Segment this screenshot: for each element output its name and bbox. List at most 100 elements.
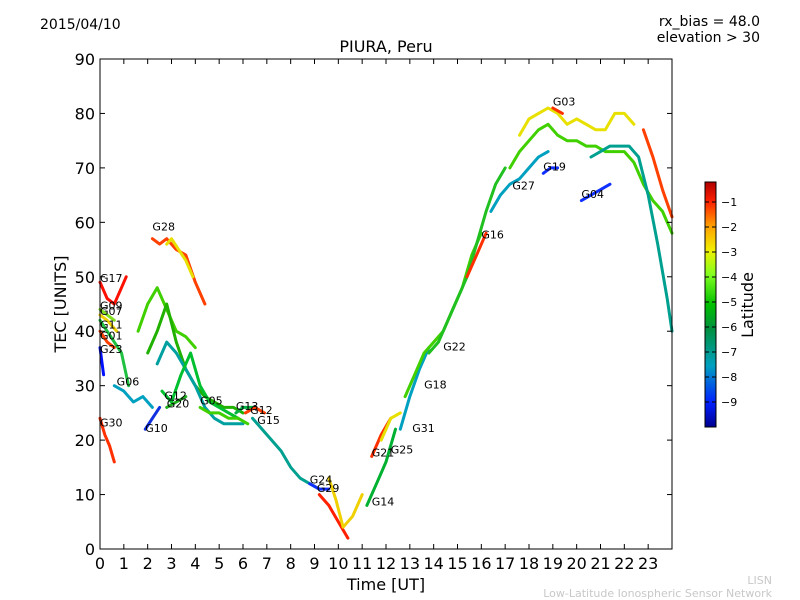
x-axis-label: Time [UT] <box>346 575 425 594</box>
x-tick-label: 5 <box>214 554 224 573</box>
series-line-g20 <box>165 395 188 409</box>
sat-label-g06: G06 <box>117 376 140 389</box>
colorbar-tick-label: −7 <box>721 346 737 359</box>
sat-label-g18: G18 <box>424 378 447 391</box>
sat-label-g27: G27 <box>512 180 535 193</box>
series-line-g18 <box>403 231 483 399</box>
x-tick-label: 20 <box>566 554 586 573</box>
y-tick-label: 60 <box>75 213 95 232</box>
x-tick-label: 0 <box>95 554 105 573</box>
series-line-g24b <box>327 476 364 529</box>
series-line-g14-green-day <box>136 286 197 350</box>
sat-label-g21: G21 <box>372 446 395 459</box>
colorbar-ticks: −1 −2 −3 −4 −5 −6 −7 −8 −9 <box>705 196 737 409</box>
series-line-g17-morning <box>146 302 245 415</box>
sat-label-g01: G01 <box>100 329 123 342</box>
elevation-label: elevation > 30 <box>656 30 760 46</box>
sat-label-g20: G20 <box>167 397 190 410</box>
series-line-g11 <box>98 318 131 388</box>
footer-lisn: LISN <box>747 574 772 587</box>
y-tick-label: 80 <box>75 104 95 123</box>
sat-label-g22: G22 <box>443 340 466 353</box>
y-tick-label: 40 <box>75 322 95 341</box>
x-tick-label: 21 <box>590 554 610 573</box>
y-tick-label: 90 <box>75 50 95 69</box>
series-line-g30 <box>98 416 116 464</box>
sat-label-g12: G12 <box>164 389 187 402</box>
sat-label-g29: G29 <box>317 482 340 495</box>
x-tick-label: 13 <box>400 554 420 573</box>
x-tick-label: 18 <box>519 554 539 573</box>
series-line-g04 <box>579 182 612 203</box>
sat-label-g23: G23 <box>100 343 123 356</box>
sat-label-g05: G05 <box>200 395 223 408</box>
y-tick-label: 30 <box>75 377 95 396</box>
series-line-g29 <box>317 493 350 540</box>
colorbar <box>704 181 717 428</box>
series-line-g22 <box>427 166 507 355</box>
x-tick-label: 17 <box>495 554 515 573</box>
series-line-g09 <box>98 307 116 322</box>
sat-label-g03: G03 <box>553 95 576 108</box>
series-line-g01 <box>98 329 116 350</box>
sat-label-g17: G17 <box>100 272 123 285</box>
y-tick-label: 20 <box>75 431 95 450</box>
sat-label-g25: G25 <box>391 444 414 457</box>
series-line-g27 <box>489 150 550 213</box>
series-line-g10 <box>143 405 162 431</box>
colorbar-tick-label: −2 <box>721 221 737 234</box>
sat-label-g28: G28 <box>152 221 175 234</box>
series-layer <box>98 106 674 540</box>
x-tick-label: 8 <box>286 554 296 573</box>
x-tick-label: 22 <box>614 554 634 573</box>
x-tick-label: 7 <box>262 554 272 573</box>
x-tick-label: 16 <box>471 554 491 573</box>
sat-label-g16: G16 <box>481 229 504 242</box>
x-tick-label: 1 <box>119 554 129 573</box>
x-tick-label: 4 <box>190 554 200 573</box>
sat-label-g15: G15 <box>257 414 280 427</box>
colorbar-tick-label: −1 <box>721 196 737 209</box>
x-tick-label: 9 <box>309 554 319 573</box>
plot-date: 2015/04/10 <box>40 17 121 33</box>
x-tick-label: 3 <box>166 554 176 573</box>
colorbar-tick-label: −4 <box>721 271 737 284</box>
x-tick-label: 23 <box>638 554 658 573</box>
sat-label-g04: G04 <box>581 188 604 201</box>
ticks-layer: 0 1 2 3 4 5 6 7 8 9 10 11 12 13 14 15 16 17 18 19 20 21 22 2301… <box>75 50 672 573</box>
sat-label-g24: G24 <box>310 474 333 487</box>
x-tick-label: 14 <box>423 554 443 573</box>
series-line-g15 <box>251 416 321 491</box>
y-tick-label: 0 <box>85 540 95 559</box>
series-line-g05 <box>198 405 250 426</box>
sat-label-g11: G11 <box>100 319 123 332</box>
x-tick-label: 15 <box>447 554 467 573</box>
sat-label-g10: G10 <box>145 422 168 435</box>
series-line-g20-eve <box>589 144 674 333</box>
chart-title: PIURA, Peru <box>339 37 433 56</box>
series-line-g03 <box>518 106 636 137</box>
series-line-g16 <box>465 231 488 279</box>
series-line-g17-eve <box>641 128 674 219</box>
sat-label-g13: G13 <box>236 400 259 413</box>
footer-network: Low-Latitude Ionospheric Sensor Network <box>543 587 772 600</box>
series-line-g07 <box>98 313 119 333</box>
rx-bias-label: rx_bias = 48.0 <box>658 14 760 30</box>
series-line-g01-morning <box>155 340 245 426</box>
series-line-g19 <box>541 166 560 175</box>
series-line-g12b <box>243 405 266 415</box>
series-line-g31 <box>398 346 431 431</box>
colorbar-tick-label: −8 <box>721 371 737 384</box>
sat-label-g12: G12 <box>250 404 273 417</box>
series-line-g28 <box>150 237 207 306</box>
x-tick-label: 12 <box>376 554 396 573</box>
sat-label-g30: G30 <box>100 417 123 430</box>
sat-label-g09: G09 <box>100 299 123 312</box>
series-line-g14 <box>365 427 397 507</box>
x-tick-label: 11 <box>352 554 372 573</box>
colorbar-tick-label: −9 <box>721 396 737 409</box>
series-line-g17 <box>98 275 128 306</box>
series-line-g25 <box>379 411 402 442</box>
